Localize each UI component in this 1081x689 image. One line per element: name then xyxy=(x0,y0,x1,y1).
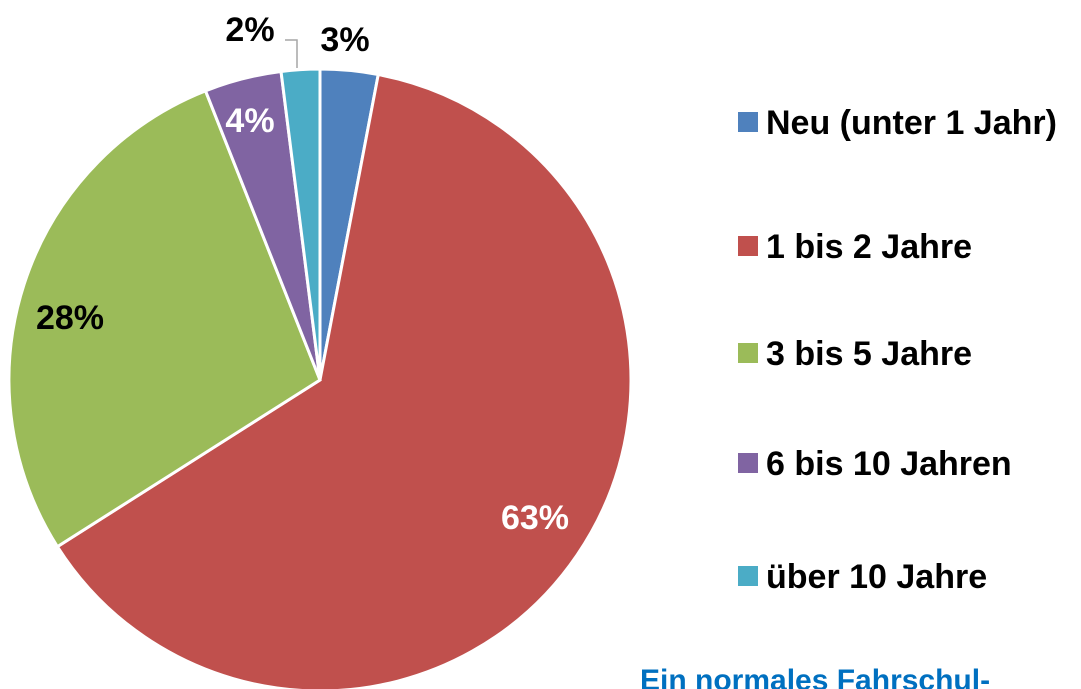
legend-item: 1 bis 2 Jahre xyxy=(738,224,1066,270)
data-label: 2% xyxy=(225,11,274,49)
data-label: 4% xyxy=(225,102,274,140)
legend-swatch xyxy=(738,566,758,586)
legend-swatch xyxy=(738,453,758,473)
legend-label: über 10 Jahre xyxy=(766,558,988,596)
pie-slice xyxy=(55,72,633,689)
legend-label: Neu (unter 1 Jahr) xyxy=(766,104,1057,142)
legend-item: 6 bis 10 Jahren xyxy=(738,441,1066,487)
pie-slice xyxy=(279,67,322,381)
data-label: 63% xyxy=(501,499,569,537)
pie-slice xyxy=(7,88,322,549)
leader-line xyxy=(285,39,298,68)
legend-label: 1 bis 2 Jahre xyxy=(766,228,973,266)
legend-label: 6 bis 10 Jahren xyxy=(766,445,1012,483)
legend-item: 3 bis 5 Jahre xyxy=(738,331,1066,377)
data-label: 28% xyxy=(36,299,104,337)
annotation: Ein normales Fahrschul- xyxy=(640,664,991,689)
legend-swatch xyxy=(738,343,758,363)
legend-item: über 10 Jahre xyxy=(738,554,1066,600)
data-label: 3% xyxy=(320,21,369,59)
legend-label: 3 bis 5 Jahre xyxy=(766,335,973,373)
legend-swatch xyxy=(738,112,758,132)
legend-swatch xyxy=(738,236,758,256)
legend-item: Neu (unter 1 Jahr) xyxy=(738,100,1066,146)
